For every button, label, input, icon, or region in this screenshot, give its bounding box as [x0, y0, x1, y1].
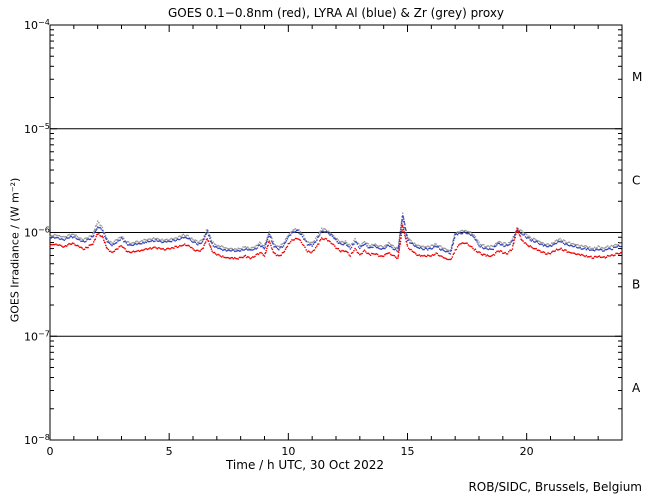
series-lyra-al: [49, 215, 622, 255]
svg-text:20: 20: [520, 445, 534, 458]
svg-text:10−6: 10−6: [24, 226, 50, 240]
svg-text:10−5: 10−5: [24, 122, 50, 136]
flare-class-label: B: [632, 277, 640, 291]
svg-text:0: 0: [47, 445, 54, 458]
svg-text:5: 5: [166, 445, 173, 458]
credit-text: ROB/SIDC, Brussels, Belgium: [468, 480, 642, 494]
chart-title: GOES 0.1−0.8nm (red), LYRA Al (blue) & Z…: [167, 6, 505, 20]
series-goes-0-1-0-8nm: [49, 224, 622, 261]
flare-class-label: C: [632, 174, 640, 188]
x-axis-title: Time / h UTC, 30 Oct 2022: [225, 458, 385, 472]
flare-class-label: M: [632, 70, 642, 84]
svg-text:15: 15: [401, 445, 415, 458]
y-axis-title: GOES Irradiance / (W m⁻²): [8, 177, 22, 323]
svg-text:10−4: 10−4: [24, 18, 50, 32]
flare-class-label: A: [632, 381, 641, 395]
svg-text:10: 10: [281, 445, 295, 458]
svg-text:10−7: 10−7: [24, 329, 50, 343]
